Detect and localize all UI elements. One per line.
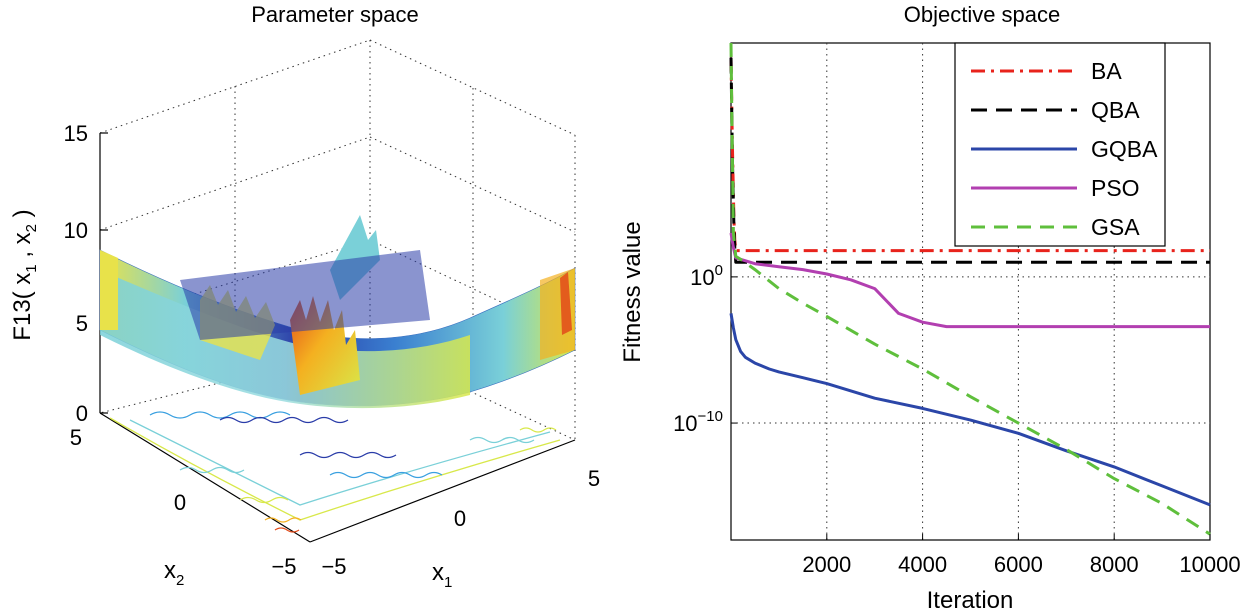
z-tick-label: 5 <box>76 311 88 336</box>
legend-label-qba: QBA <box>1091 97 1140 123</box>
x1-tick-label: −5 <box>321 554 346 579</box>
x-tick-label: 4000 <box>898 552 947 577</box>
legend-label-ba: BA <box>1091 58 1122 84</box>
x-tick-label: 8000 <box>1090 552 1139 577</box>
z-tick-label: 10 <box>64 218 88 243</box>
y-tick-label: 100 <box>690 262 723 290</box>
objective-space-plot: Objective space 2000 4000 6000 8000 10000 10… <box>619 2 1241 611</box>
legend-label-gsa: GSA <box>1091 214 1140 240</box>
x2-ticks: 5 0 −5 <box>70 425 297 579</box>
x-ticks: 2000 4000 6000 8000 10000 <box>802 534 1241 577</box>
legend: BA QBA GQBA PSO GSA <box>954 42 1166 247</box>
x2-tick-label: 0 <box>174 490 186 515</box>
z-tick-label: 15 <box>64 121 88 146</box>
z-label-sub2: 2 <box>23 224 40 232</box>
x1-tick-label: 0 <box>454 506 466 531</box>
x-tick-label: 6000 <box>994 552 1043 577</box>
z-label-part: ) <box>9 209 36 224</box>
surface <box>99 215 576 409</box>
legend-label-pso: PSO <box>1091 175 1140 201</box>
x-tick-label: 2000 <box>802 552 851 577</box>
series-line-gsa <box>729 42 1211 536</box>
z-label-sub1: 1 <box>23 264 40 272</box>
legend-box <box>954 42 1166 247</box>
y-tick-label: 10−10 <box>673 408 723 436</box>
y-axis-label: Fitness value <box>619 221 646 362</box>
x1-ticks: −5 0 5 <box>321 466 600 579</box>
left-plot-title: Parameter space <box>251 2 419 27</box>
x2-tick-label: 5 <box>70 425 82 450</box>
z-tick-label: 0 <box>76 401 88 426</box>
z-label-part: , x <box>9 232 36 264</box>
y-ticks: 100 10−10 <box>673 262 737 436</box>
z-ticks: 0 5 10 15 <box>64 121 88 426</box>
series-line-ba <box>729 57 1210 253</box>
x1-axis-label: x1 <box>432 559 452 591</box>
z-axis-label: F13( x1 , x2 ) <box>9 209 40 340</box>
x-axis-label: Iteration <box>927 587 1014 611</box>
z-label-part: F13( x <box>9 273 36 341</box>
right-plot-title: Objective space <box>904 2 1061 27</box>
parameter-space-plot: Parameter space <box>9 2 600 591</box>
x2-axis-label: x2 <box>164 557 184 589</box>
floor-contours <box>109 411 561 533</box>
x2-tick-label: −5 <box>271 554 296 579</box>
series-lines <box>729 42 1211 536</box>
legend-label-gqba: GQBA <box>1091 136 1158 162</box>
x1-tick-label: 5 <box>588 466 600 491</box>
x-tick-label: 10000 <box>1179 552 1240 577</box>
